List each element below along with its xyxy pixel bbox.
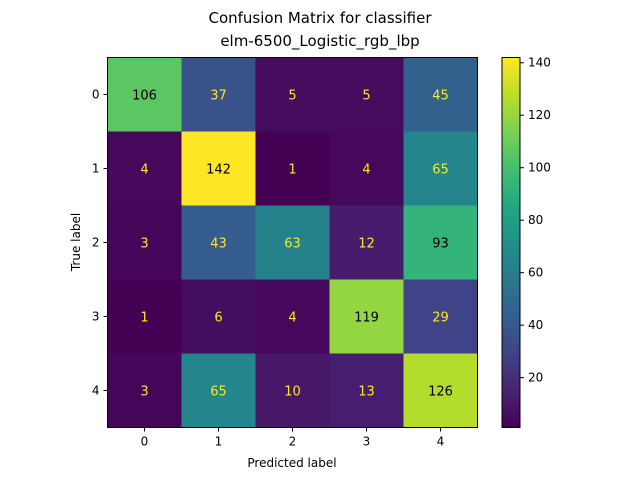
heatmap-cell	[255, 353, 330, 428]
colorbar-tick-label: 60	[528, 266, 543, 280]
heatmap-cell	[107, 353, 182, 428]
heatmap-cell	[181, 353, 256, 428]
heatmap-cell	[181, 205, 256, 280]
cell-value-label: 126	[428, 385, 453, 400]
cell-value-label: 6	[214, 311, 222, 326]
x-tick-label: 2	[289, 435, 297, 449]
colorbar-ticks: 20 40 60 80 100 120 140	[520, 56, 551, 385]
cell-value-label: 5	[362, 89, 370, 104]
heatmap-cell	[329, 353, 404, 428]
heatmap-cell	[403, 279, 478, 354]
colorbar-tick-label: 120	[528, 108, 551, 122]
colorbar	[501, 57, 521, 428]
heatmap-cell	[255, 279, 330, 354]
y-tick-label: 4	[92, 384, 100, 398]
x-tick-label: 0	[141, 435, 149, 449]
cell-value-label: 43	[210, 237, 227, 252]
cell-value-label: 4	[140, 163, 148, 178]
heatmap-cell	[329, 131, 404, 206]
heatmap-cell	[181, 279, 256, 354]
x-tick-label: 3	[363, 435, 371, 449]
colorbar-tick-label: 80	[528, 213, 543, 227]
heatmap-cell	[107, 131, 182, 206]
cell-value-label: 45	[432, 89, 449, 104]
cell-value-label: 29	[432, 311, 449, 326]
heatmap-cell	[181, 57, 256, 132]
cell-value-label: 5	[288, 89, 296, 104]
chart-title-line-1: Confusion Matrix for classifier	[208, 9, 432, 27]
cell-value-label: 119	[354, 311, 379, 326]
cell-value-label: 3	[140, 237, 148, 252]
heatmap-cell	[255, 57, 330, 132]
cell-value-label: 37	[210, 89, 227, 104]
cell-value-label: 63	[284, 237, 301, 252]
y-axis-ticks: 0 1 2 3 4	[92, 88, 108, 398]
x-tick-label: 4	[437, 435, 445, 449]
chart-title-line-2: elm-6500_Logistic_rgb_lbp	[220, 32, 419, 51]
cell-value-label: 12	[358, 237, 375, 252]
colorbar-tick-label: 100	[528, 161, 551, 175]
x-axis-ticks: 0 1 2 3 4	[141, 427, 445, 449]
y-tick-label: 2	[92, 236, 100, 250]
heatmap-cells	[107, 57, 478, 428]
heatmap-cell	[181, 131, 256, 206]
cell-value-label: 4	[362, 163, 370, 178]
cell-value-label: 65	[210, 385, 227, 400]
cell-value-label: 10	[284, 385, 301, 400]
y-axis-label: True label	[69, 213, 83, 272]
cell-value-label: 142	[206, 163, 231, 178]
cell-value-label: 3	[140, 385, 148, 400]
colorbar-tick-label: 40	[528, 318, 543, 332]
heatmap-cell	[403, 353, 478, 428]
heatmap-cell	[403, 57, 478, 132]
cell-value-label: 1	[288, 163, 296, 178]
heatmap-cell	[403, 205, 478, 280]
colorbar-tick-label: 140	[528, 56, 551, 70]
cell-value-label: 1	[140, 311, 148, 326]
heatmap-cell-labels: 106 37 5 5 45 4 142 1 4 65 3 43 63 12 93 1 6 4 119 29 3 65 10 1…	[132, 89, 453, 400]
heatmap-cell	[255, 131, 330, 206]
heatmap-cell	[403, 131, 478, 206]
heatmap-cell	[329, 279, 404, 354]
x-tick-label: 1	[215, 435, 223, 449]
heatmap-cell	[107, 57, 182, 132]
colorbar-tick-label: 20	[528, 371, 543, 385]
heatmap-cell	[107, 205, 182, 280]
heatmap-cell	[107, 279, 182, 354]
y-tick-label: 0	[92, 88, 100, 102]
heatmap-cell	[255, 205, 330, 280]
cell-value-label: 65	[432, 163, 449, 178]
y-tick-label: 1	[92, 162, 100, 176]
cell-value-label: 106	[132, 89, 157, 104]
x-axis-label: Predicted label	[247, 456, 336, 470]
heatmap-cell	[329, 205, 404, 280]
heatmap-cell	[329, 57, 404, 132]
y-tick-label: 3	[92, 310, 100, 324]
cell-value-label: 93	[432, 237, 449, 252]
cell-value-label: 13	[358, 385, 375, 400]
cell-value-label: 4	[288, 311, 296, 326]
